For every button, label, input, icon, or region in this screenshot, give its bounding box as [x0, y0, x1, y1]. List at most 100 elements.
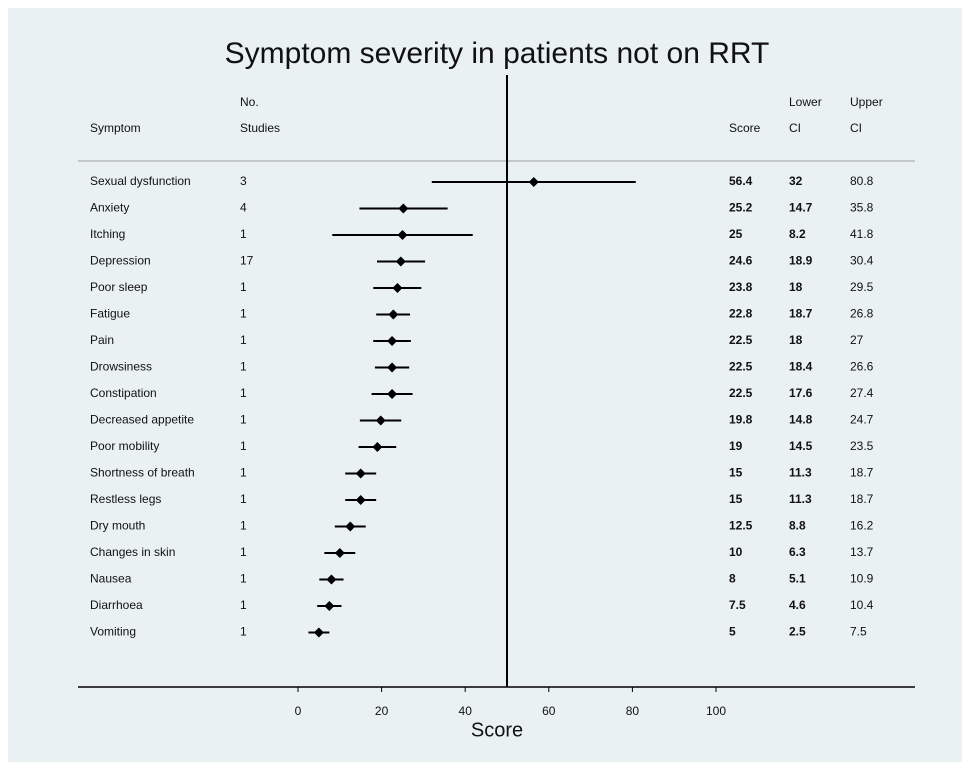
- point-estimate: [395, 256, 406, 267]
- studies-count: 1: [240, 625, 247, 639]
- point-estimate: [392, 283, 403, 293]
- score-value: 22.5: [729, 333, 753, 347]
- point-estimate: [528, 177, 539, 187]
- score-value: 8: [729, 572, 736, 586]
- lower-ci: 18: [789, 333, 803, 347]
- studies-count: 1: [240, 280, 247, 294]
- lower-ci: 14.5: [789, 439, 813, 453]
- symptom-label: Nausea: [90, 572, 132, 586]
- lower-ci: 2.5: [789, 625, 806, 639]
- point-estimate: [345, 521, 356, 532]
- studies-count: 1: [240, 333, 247, 347]
- upper-ci: 26.8: [850, 307, 874, 321]
- score-value: 12.5: [729, 519, 753, 533]
- score-value: 15: [729, 466, 743, 480]
- lower-ci: 8.8: [789, 519, 806, 533]
- studies-count: 3: [240, 174, 247, 188]
- x-tick-label: 100: [706, 704, 726, 718]
- studies-count: 1: [240, 598, 247, 612]
- x-axis-label: Score: [471, 719, 523, 741]
- score-value: 19.8: [729, 413, 753, 427]
- studies-count: 1: [240, 227, 247, 241]
- chart-title: Symptom severity in patients not on RRT: [225, 37, 770, 70]
- lower-ci: 4.6: [789, 598, 806, 612]
- upper-ci: 24.7: [850, 413, 874, 427]
- studies-count: 1: [240, 492, 247, 506]
- symptom-label: Anxiety: [90, 201, 129, 215]
- upper-ci: 26.6: [850, 360, 874, 374]
- symptom-label: Restless legs: [90, 492, 161, 506]
- score-value: 22.5: [729, 386, 753, 400]
- studies-count: 1: [240, 572, 247, 586]
- studies-count: 1: [240, 519, 247, 533]
- upper-ci: 80.8: [850, 174, 874, 188]
- lower-ci: 32: [789, 174, 803, 188]
- column-header: CI: [789, 121, 801, 135]
- lower-ci: 18: [789, 280, 803, 294]
- column-header: Score: [729, 121, 761, 135]
- lower-ci: 8.2: [789, 227, 806, 241]
- upper-ci: 10.9: [850, 572, 874, 586]
- point-estimate: [334, 548, 345, 558]
- upper-ci: 27: [850, 333, 864, 347]
- symptom-label: Itching: [90, 227, 125, 241]
- lower-ci: 17.6: [789, 386, 813, 400]
- symptom-label: Depression: [90, 254, 151, 268]
- studies-count: 1: [240, 413, 247, 427]
- point-estimate: [324, 601, 335, 611]
- x-tick-label: 40: [459, 704, 473, 718]
- x-tick-label: 0: [295, 704, 302, 718]
- upper-ci: 27.4: [850, 386, 874, 400]
- symptom-label: Poor sleep: [90, 280, 148, 294]
- score-value: 5: [729, 625, 736, 639]
- score-value: 56.4: [729, 174, 753, 188]
- point-estimate: [387, 336, 398, 346]
- upper-ci: 10.4: [850, 598, 874, 612]
- upper-ci: 35.8: [850, 201, 874, 215]
- upper-ci: 18.7: [850, 492, 874, 506]
- symptom-label: Dry mouth: [90, 519, 145, 533]
- upper-ci: 13.7: [850, 545, 874, 559]
- point-estimate: [313, 627, 324, 638]
- column-header: CI: [850, 121, 862, 135]
- symptom-label: Diarrhoea: [90, 598, 143, 612]
- x-tick-label: 60: [542, 704, 556, 718]
- studies-count: 1: [240, 307, 247, 321]
- lower-ci: 14.7: [789, 201, 813, 215]
- studies-count: 1: [240, 386, 247, 400]
- studies-count: 17: [240, 254, 254, 268]
- score-value: 25.2: [729, 201, 753, 215]
- column-header: Studies: [240, 121, 280, 135]
- symptom-label: Drowsiness: [90, 360, 152, 374]
- symptom-label: Vomiting: [90, 625, 136, 639]
- lower-ci: 18.7: [789, 307, 813, 321]
- x-tick-label: 20: [375, 704, 389, 718]
- point-estimate: [355, 468, 366, 479]
- lower-ci: 11.3: [789, 466, 812, 480]
- score-value: 7.5: [729, 598, 746, 612]
- upper-ci: 41.8: [850, 227, 874, 241]
- symptom-label: Fatigue: [90, 307, 130, 321]
- lower-ci: 11.3: [789, 492, 812, 506]
- lower-ci: 5.1: [789, 572, 806, 586]
- plot-background: [8, 8, 962, 762]
- lower-ci: 6.3: [789, 545, 806, 559]
- symptom-label: Changes in skin: [90, 545, 175, 559]
- x-tick-label: 80: [626, 704, 640, 718]
- studies-count: 4: [240, 201, 247, 215]
- symptom-label: Poor mobility: [90, 439, 159, 453]
- score-value: 10: [729, 545, 743, 559]
- studies-count: 1: [240, 545, 247, 559]
- score-value: 22.8: [729, 307, 753, 321]
- lower-ci: 18.9: [789, 254, 813, 268]
- score-value: 15: [729, 492, 743, 506]
- lower-ci: 18.4: [789, 360, 813, 374]
- symptom-label: Pain: [90, 333, 114, 347]
- point-estimate: [387, 389, 398, 399]
- point-estimate: [355, 495, 366, 505]
- symptom-label: Shortness of breath: [90, 466, 195, 480]
- lower-ci: 14.8: [789, 413, 813, 427]
- point-estimate: [326, 574, 337, 585]
